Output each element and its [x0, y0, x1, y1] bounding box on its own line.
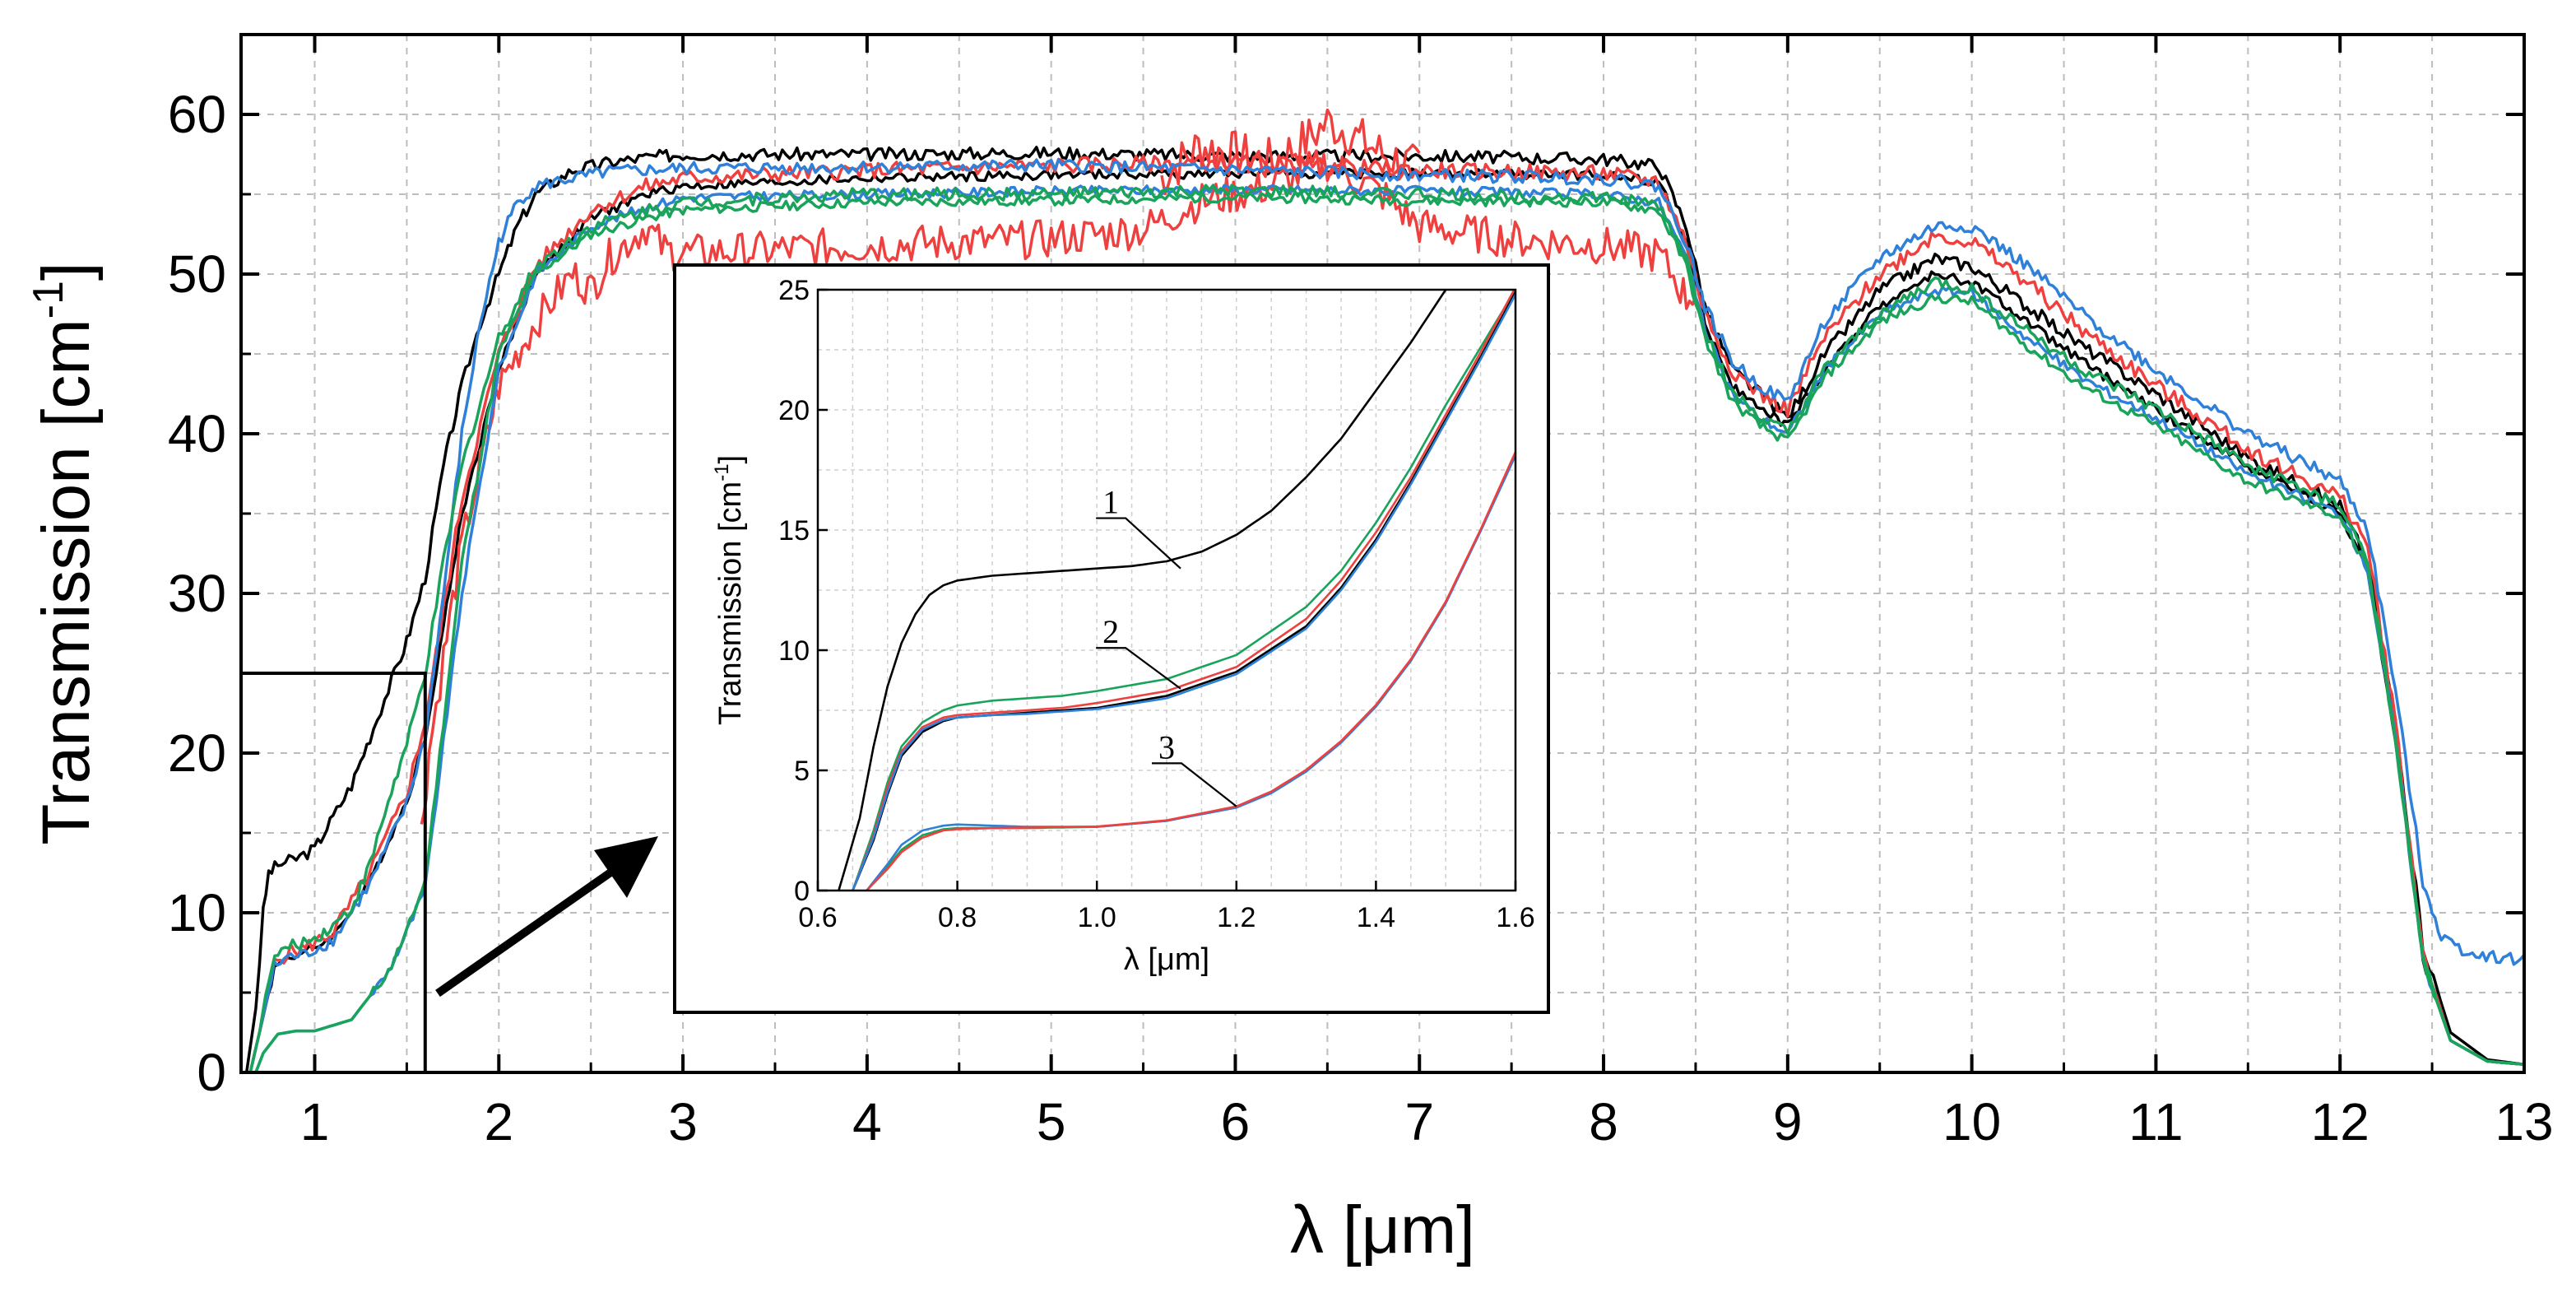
main-series-line-red-noisy [420, 149, 1697, 825]
inset-y-axis-label-text: Transmission [cm [713, 481, 748, 725]
inset-x-tick-label: 0.8 [938, 902, 977, 933]
main-y-tick-label: 30 [168, 564, 226, 623]
main-x-axis-label: λ [μm] [1290, 1193, 1475, 1267]
main-series-line-green-b [254, 192, 2525, 1073]
inset-curve-labels: 1 2 3 [1096, 484, 1237, 807]
main-y-axis-label-sup: -1 [25, 281, 72, 319]
main-y-tick-label: 0 [197, 1043, 226, 1102]
main-x-tick-label: 13 [2495, 1092, 2553, 1151]
inset-curve-leader-2 [1096, 647, 1181, 690]
inset-curve-leader-1 [1096, 517, 1181, 570]
main-plot-frame [239, 33, 2526, 1074]
inset-y-tick-label: 5 [794, 756, 810, 787]
main-x-tick-label: 7 [1404, 1092, 1434, 1151]
inset-y-axis-label: Transmission [cm-1] [711, 455, 748, 725]
main-y-axis-label-text: Transmission [cm [29, 319, 104, 844]
main-y-tick-label: 60 [168, 85, 226, 144]
main-series-line-blue-a [248, 158, 2526, 1073]
main-x-tick-label: 10 [1942, 1092, 2001, 1151]
inset-x-axis-label: λ [μm] [1124, 942, 1209, 977]
inset-series-line-3-red [866, 451, 1515, 891]
main-x-tick-label: 8 [1589, 1092, 1618, 1151]
inset-y-tick-label: 20 [778, 395, 810, 426]
inset-series-line-2-red [852, 290, 1515, 891]
inset-curve-label-1: 1 [1102, 484, 1119, 521]
main-x-tick-label: 6 [1221, 1092, 1251, 1151]
zoom-arrow [435, 836, 658, 998]
inset-y-tick-label: 10 [778, 635, 810, 667]
main-x-tick-label: 11 [2128, 1092, 2183, 1151]
main-series-line-green-a [248, 184, 2525, 1073]
main-y-axis-label-end: ] [29, 262, 104, 281]
main-x-tick-label: 3 [668, 1092, 698, 1151]
inset-curve-label-3: 3 [1158, 728, 1175, 765]
inset-series-group [838, 290, 1515, 891]
inset-plot-frame [816, 288, 1517, 892]
inset-series-line-2-blue [852, 294, 1515, 891]
main-series-line-red-a [248, 153, 2525, 1073]
inset-y-tick-label: 25 [778, 275, 810, 306]
inset-x-tick-label: 1.4 [1357, 902, 1395, 933]
main-x-tick-label: 9 [1773, 1092, 1803, 1151]
inset-y-axis-label-end: ] [713, 455, 748, 464]
main-x-tick-label: 12 [2311, 1092, 2369, 1151]
inset-y-axis-label-sup: -1 [711, 463, 733, 481]
main-series-line-red-noisy-2 [1160, 108, 1421, 196]
inset-x-tick-label: 1.0 [1078, 902, 1116, 933]
inset-axis-ticks: 0.6 0.8 1.0 1.2 1.4 1.6 0 5 10 15 20 25 [778, 275, 1534, 933]
main-series-group [244, 108, 2526, 1073]
main-y-tick-label: 40 [168, 404, 226, 463]
inset-curve-label-2: 2 [1102, 613, 1119, 650]
main-x-tick-label: 2 [485, 1092, 514, 1151]
inset-y-tick-label: 0 [794, 876, 810, 907]
zoom-box-outline [241, 672, 427, 1072]
zoom-arrow-head [594, 836, 658, 898]
inset-y-tick-label: 15 [778, 515, 810, 547]
main-y-axis-label: Transmission [cm-1] [25, 262, 104, 844]
inset-series-line-2-green [852, 290, 1515, 891]
main-x-tick-label: 5 [1037, 1092, 1066, 1151]
inset-curve-leader-3 [1152, 762, 1237, 807]
main-y-tick-label: 50 [168, 244, 226, 304]
inset-x-tick-label: 1.6 [1496, 902, 1534, 933]
zoom-box [241, 672, 427, 1072]
inset-x-tick-label: 1.2 [1217, 902, 1256, 933]
main-x-tick-label: 4 [852, 1092, 882, 1151]
zoom-arrow-shaft [435, 867, 615, 998]
main-x-tick-label: 1 [300, 1092, 330, 1151]
main-y-tick-label: 10 [168, 883, 226, 942]
inset-x-tick-label: 0.6 [798, 902, 837, 933]
main-y-tick-label: 20 [168, 723, 226, 783]
main-series-line-black-a [244, 146, 2525, 1073]
inset-series-line-1-black [838, 290, 1447, 891]
inset-box [673, 263, 1550, 1014]
